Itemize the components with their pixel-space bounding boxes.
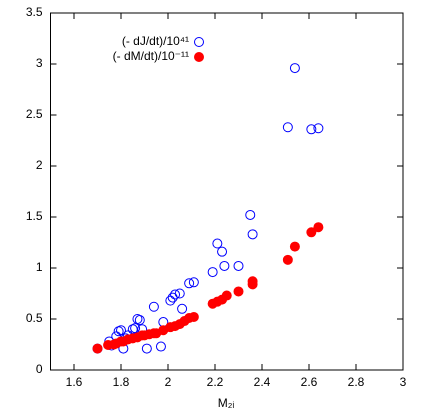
scatter-point [289,241,300,252]
scatter-point [132,314,143,324]
scatter-point [141,343,152,354]
y-tick-label: 3.5 [26,5,43,19]
x-tick-label: 1.6 [66,375,83,389]
scatter-point [247,276,258,287]
scatter-point [313,123,324,134]
scatter-point [233,286,244,297]
legend-label: (- dJ/dt)/10⁴¹ [122,34,189,48]
scatter-point [313,222,324,233]
y-tick-label: 0.5 [26,311,43,325]
legend-marker [194,52,204,62]
scatter-point [289,63,300,74]
y-tick-label: 2.5 [26,107,43,121]
legend-marker [194,37,204,47]
scatter-point [130,323,141,334]
scatter-point [184,278,195,289]
y-tick-label: 0 [36,362,43,376]
x-axis-label: M₂ᵢ [218,396,235,410]
scatter-point [247,229,258,240]
y-tick-label: 3 [36,56,43,70]
scatter-point [207,267,218,278]
scatter-point [212,238,223,249]
scatter-point [174,288,185,299]
scatter-point [217,246,228,257]
x-tick-label: 2 [165,375,172,389]
scatter-point [170,289,181,300]
scatter-point [245,209,256,220]
scatter-point [148,301,159,312]
scatter-point [116,325,126,336]
y-tick-label: 1 [36,260,43,274]
x-tick-label: 2.4 [254,375,271,389]
scatter-point [306,227,317,238]
scatter-point [233,260,244,271]
scatter-point [113,326,124,337]
legend-label: (- dM/dt)/10⁻¹¹ [113,49,189,63]
x-tick-label: 2.6 [301,375,318,389]
scatter-point [134,315,145,326]
scatter-point [221,290,232,301]
scatter-point [188,277,199,288]
scatter-point [165,295,176,306]
scatter-point [155,341,166,352]
scatter-point [219,260,230,271]
scatter-point [282,254,293,265]
scatter-point [282,122,293,133]
x-tick-label: 1.8 [113,375,130,389]
scatter-point [177,303,188,314]
scatter-point [188,311,199,322]
x-tick-label: 2.8 [348,375,365,389]
plot-frame [50,12,404,371]
x-tick-label: 3 [400,375,407,389]
scatter-point [306,124,317,135]
x-tick-label: 2.2 [207,375,224,389]
y-tick-label: 1.5 [26,209,43,223]
scatter-point [92,343,103,354]
y-tick-label: 2 [36,158,43,172]
